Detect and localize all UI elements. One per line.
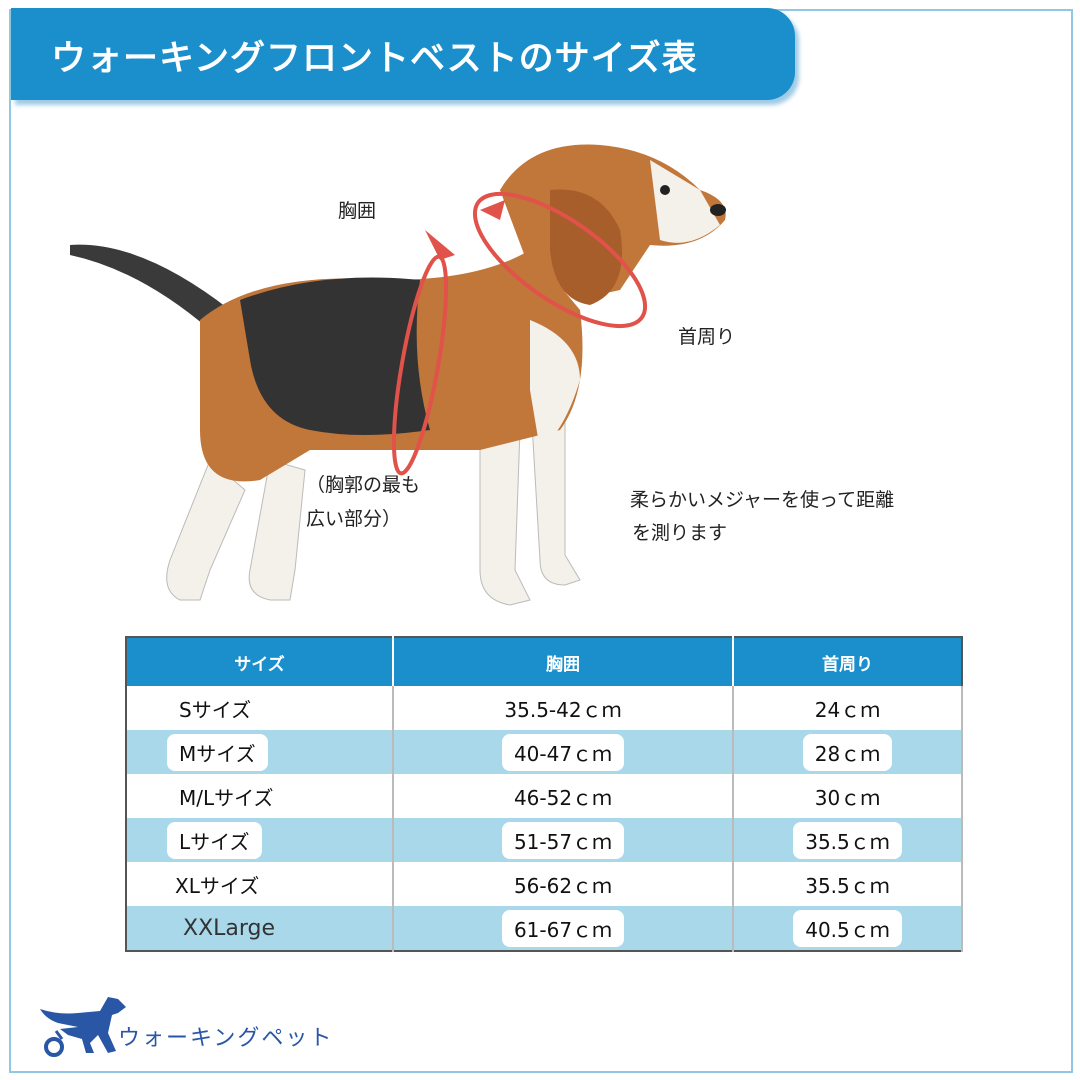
- dog-wheelchair-icon: [40, 997, 126, 1057]
- neck-label: 首周り: [678, 326, 736, 348]
- size-cell: M/Lサイズ: [179, 785, 274, 810]
- chest-cell: 46-52ｃｍ: [513, 785, 613, 810]
- chest-cell: 40-47ｃｍ: [501, 733, 625, 771]
- size-cell: XXLarge: [183, 915, 276, 941]
- size-table: サイズ 胸囲 首周り Sサイズ 35.5-42ｃｍ 24ｃｍ Mサイズ 40-4…: [125, 636, 963, 952]
- neck-cell: 28ｃｍ: [802, 733, 893, 771]
- table-row: Mサイズ 40-47ｃｍ 28ｃｍ: [126, 730, 963, 774]
- size-cell: Mサイズ: [167, 733, 268, 771]
- table-row: Lサイズ 51-57ｃｍ 35.5ｃｍ: [126, 818, 963, 862]
- chest-cell: 35.5-42ｃｍ: [504, 697, 622, 722]
- beagle-illustration: [70, 144, 726, 606]
- size-cell: Lサイズ: [167, 821, 262, 859]
- table-row: M/Lサイズ 46-52ｃｍ 30ｃｍ: [126, 774, 963, 818]
- table-row: XXLarge 61-67ｃｍ 40.5ｃｍ: [126, 906, 963, 951]
- table-row: Sサイズ 35.5-42ｃｍ 24ｃｍ: [126, 686, 963, 730]
- page-title: ウォーキングフロントベストのサイズ表: [51, 39, 698, 79]
- neck-cell: 24ｃｍ: [814, 697, 881, 722]
- chest-cell: 61-67ｃｍ: [501, 909, 625, 947]
- header-neck: 首周り: [733, 637, 962, 686]
- chest-cell: 56-62ｃｍ: [513, 873, 613, 898]
- header-chest: 胸囲: [393, 637, 734, 686]
- chest-cell: 51-57ｃｍ: [501, 821, 625, 859]
- neck-cell: 40.5ｃｍ: [793, 909, 902, 947]
- size-cell: Sサイズ: [179, 697, 252, 722]
- chest-label: 胸囲: [338, 200, 377, 222]
- size-cell: XLサイズ: [175, 873, 260, 898]
- brand-name: ウォーキングペット: [118, 1026, 334, 1051]
- neck-cell: 35.5ｃｍ: [805, 873, 890, 898]
- title-banner: ウォーキングフロントベストのサイズ表: [11, 8, 795, 100]
- chest-note-line1: （胸郭の最も: [306, 474, 421, 496]
- tip-line1: 柔らかいメジャーを使って距離: [630, 489, 895, 511]
- header-size: サイズ: [126, 637, 394, 686]
- table-header-row: サイズ 胸囲 首周り: [126, 637, 962, 686]
- neck-cell: 35.5ｃｍ: [793, 821, 902, 859]
- table-row: XLサイズ 56-62ｃｍ 35.5ｃｍ: [126, 862, 963, 906]
- tip-line2: を測ります: [632, 522, 728, 544]
- chest-note-line2: 広い部分）: [306, 508, 402, 530]
- neck-cell: 30ｃｍ: [814, 785, 881, 810]
